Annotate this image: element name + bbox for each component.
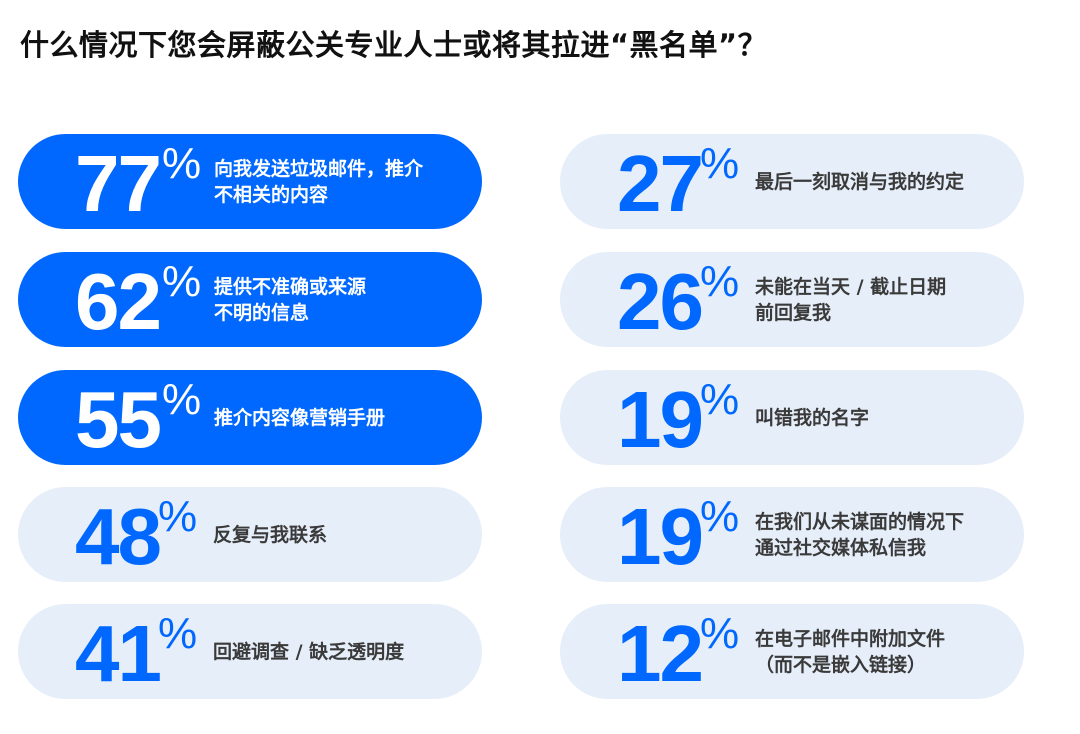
stat-pill: 19% 在我们从未谋面的情况下 通过社交媒体私信我 — [560, 487, 1024, 582]
stat-pill: 77% 向我发送垃圾邮件，推介 不相关的内容 — [18, 134, 482, 229]
page-title: 什么情况下您会屏蔽公关专业人士或将其拉进“黑名单”？ — [20, 28, 768, 62]
stat-pill: 55% 推介内容像营销手册 — [18, 370, 482, 465]
stat-label: 推介内容像营销手册 — [214, 406, 386, 429]
percent-sign: % — [162, 257, 202, 306]
stat-label: 回避调查 / 缺乏透明度 — [213, 640, 405, 663]
percent-sign: % — [700, 375, 740, 424]
stat-label: 在我们从未谋面的情况下 通过社交媒体私信我 — [755, 510, 965, 559]
stat-value: 41 — [75, 609, 162, 698]
percent-sign: % — [700, 139, 740, 188]
stat-label: 提供不准确或来源 不明的信息 — [214, 275, 367, 324]
stat-label: 未能在当天 / 截止日期 前回复我 — [755, 275, 947, 324]
percent-sign: % — [162, 139, 202, 188]
percent-sign: % — [158, 609, 198, 658]
stat-value: 12 — [617, 609, 704, 698]
stat-value: 55 — [75, 375, 162, 464]
stat-label: 在电子邮件中附加文件 （而不是嵌入链接） — [755, 627, 946, 676]
stat-pill: 27% 最后一刻取消与我的约定 — [560, 134, 1024, 229]
stat-value: 19 — [617, 492, 704, 581]
percent-sign: % — [158, 492, 198, 541]
stat-label: 叫错我的名字 — [755, 406, 870, 429]
stat-pill: 26% 未能在当天 / 截止日期 前回复我 — [560, 252, 1024, 347]
stat-label: 向我发送垃圾邮件，推介 不相关的内容 — [214, 157, 424, 206]
stat-value: 62 — [75, 257, 162, 346]
stat-value: 48 — [75, 492, 162, 581]
stat-value: 26 — [617, 257, 704, 346]
stat-label: 最后一刻取消与我的约定 — [755, 170, 965, 193]
stat-value: 19 — [617, 375, 704, 464]
percent-sign: % — [700, 257, 740, 306]
percent-sign: % — [700, 492, 740, 541]
percent-sign: % — [700, 609, 740, 658]
stat-pill: 12% 在电子邮件中附加文件 （而不是嵌入链接） — [560, 604, 1024, 699]
stat-pill: 48% 反复与我联系 — [18, 487, 482, 582]
stat-pill: 62% 提供不准确或来源 不明的信息 — [18, 252, 482, 347]
stat-value: 77 — [75, 139, 162, 228]
percent-sign: % — [162, 375, 202, 424]
stat-label: 反复与我联系 — [213, 523, 328, 546]
stat-value: 27 — [617, 139, 704, 228]
stat-pill: 41% 回避调查 / 缺乏透明度 — [18, 604, 482, 699]
stat-pill: 19% 叫错我的名字 — [560, 370, 1024, 465]
